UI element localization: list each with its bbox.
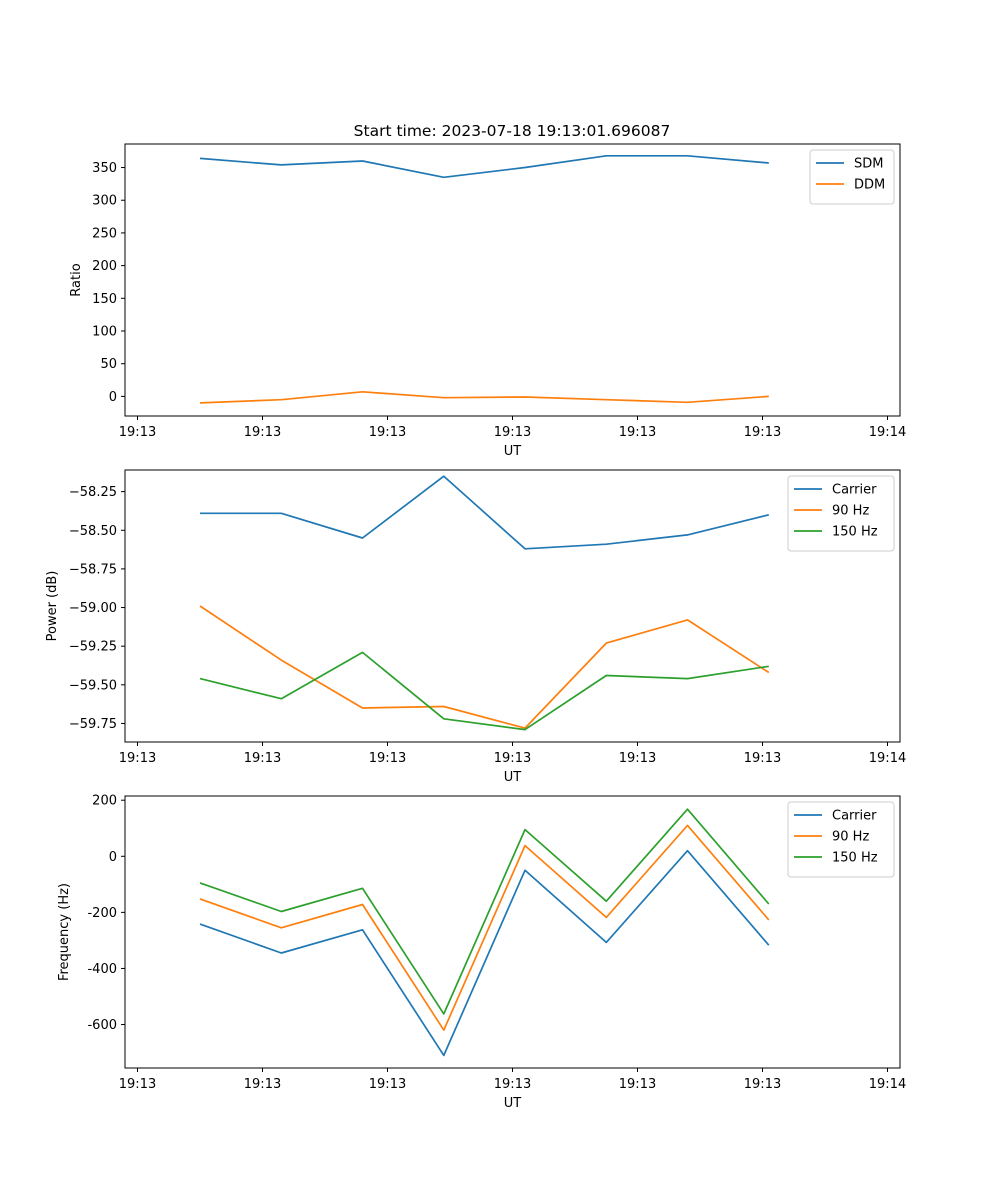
y-tick-label: 0 (109, 850, 117, 865)
y-tick-label: 100 (92, 325, 117, 340)
x-tick-label: 19:13 (619, 425, 656, 440)
panels: 19:13 19:13 19:13 19:13 19:13 19:13 19:14 UT 0 50… (45, 143, 906, 1111)
x-tick-label: 19:13 (119, 425, 156, 440)
panel-2: 19:13 19:13 19:13 19:13 19:13 19:13 19:14 UT −59… (45, 469, 906, 785)
x-tick-label: 19:13 (369, 1077, 406, 1092)
x-tick-label: 19:14 (869, 425, 906, 440)
legend: SDM DDM (809, 149, 895, 205)
y-tick-label: -600 (87, 1018, 117, 1033)
y-tick-label: 250 (92, 226, 117, 241)
figure-title: Start time: 2023-07-18 19:13:01.696087 (354, 122, 671, 140)
panel-3: 19:13 19:13 19:13 19:13 19:13 19:13 19:14 UT -60… (57, 794, 906, 1111)
x-axis-label: UT (504, 444, 522, 459)
y-tick-label: −58.50 (69, 524, 117, 539)
y-tick-label: −59.75 (69, 717, 117, 732)
x-tick-label: 19:14 (869, 751, 906, 766)
x-axis-label: UT (504, 1096, 522, 1111)
x-tick-label: 19:13 (494, 751, 531, 766)
x-tick-label: 19:13 (744, 1077, 781, 1092)
x-tick-label: 19:13 (744, 425, 781, 440)
x-tick-label: 19:13 (119, 1077, 156, 1092)
y-tick-label: −58.75 (69, 562, 117, 577)
legend-box (787, 801, 895, 878)
y-tick-label: 200 (92, 794, 117, 809)
x-tick-label: 19:13 (244, 1077, 281, 1092)
series-line-90-hz (199, 605, 770, 729)
y-tick-label: 0 (109, 390, 117, 405)
series-line-ddm (199, 390, 769, 404)
panel-1: 19:13 19:13 19:13 19:13 19:13 19:13 19:14 UT 0 50… (69, 143, 906, 459)
legend-box (787, 475, 895, 552)
y-tick-label: 200 (92, 259, 117, 274)
y-axis-label: Power (dB) (45, 571, 60, 642)
series-line-150-hz (199, 808, 770, 1015)
y-tick-label: 300 (92, 194, 117, 209)
y-tick-label: −59.50 (69, 678, 117, 693)
series-line-carrier (200, 475, 770, 550)
x-tick-label: 19:13 (619, 1077, 656, 1092)
x-tick-label: 19:14 (869, 1077, 906, 1092)
x-tick-label: 19:13 (244, 425, 281, 440)
legend-label: SDM (854, 157, 883, 172)
y-tick-label: 350 (92, 161, 117, 176)
x-tick-label: 19:13 (744, 751, 781, 766)
legend-label: DDM (854, 178, 885, 193)
y-tick-label: -400 (87, 962, 117, 977)
legend-label: 90 Hz (832, 830, 869, 845)
legend-label: 150 Hz (832, 851, 878, 866)
x-tick-label: 19:13 (494, 1077, 531, 1092)
y-tick-label: −59.00 (69, 601, 117, 616)
legend: Carrier 90 Hz 150 Hz (787, 475, 895, 552)
x-tick-label: 19:13 (244, 751, 281, 766)
x-tick-label: 19:13 (119, 751, 156, 766)
y-tick-label: -200 (87, 906, 117, 921)
legend: Carrier 90 Hz 150 Hz (787, 801, 895, 878)
series-line-90-hz (199, 824, 770, 1031)
legend-label: 150 Hz (832, 525, 878, 540)
legend-label: Carrier (832, 809, 877, 824)
y-tick-label: −59.25 (69, 640, 117, 655)
x-axis-label: UT (504, 770, 522, 785)
x-tick-label: 19:13 (369, 751, 406, 766)
y-tick-label: −58.25 (69, 485, 117, 500)
y-tick-label: 50 (100, 357, 117, 372)
x-tick-label: 19:13 (369, 425, 406, 440)
y-axis-label: Frequency (Hz) (57, 883, 72, 981)
legend-label: Carrier (832, 483, 877, 498)
legend-label: 90 Hz (832, 504, 869, 519)
series-line-sdm (199, 154, 769, 179)
x-tick-label: 19:13 (494, 425, 531, 440)
y-tick-label: 150 (92, 292, 117, 307)
y-axis-label: Ratio (69, 263, 84, 296)
series-line-150-hz (199, 651, 769, 731)
series-line-carrier (199, 849, 770, 1057)
x-tick-label: 19:13 (619, 751, 656, 766)
